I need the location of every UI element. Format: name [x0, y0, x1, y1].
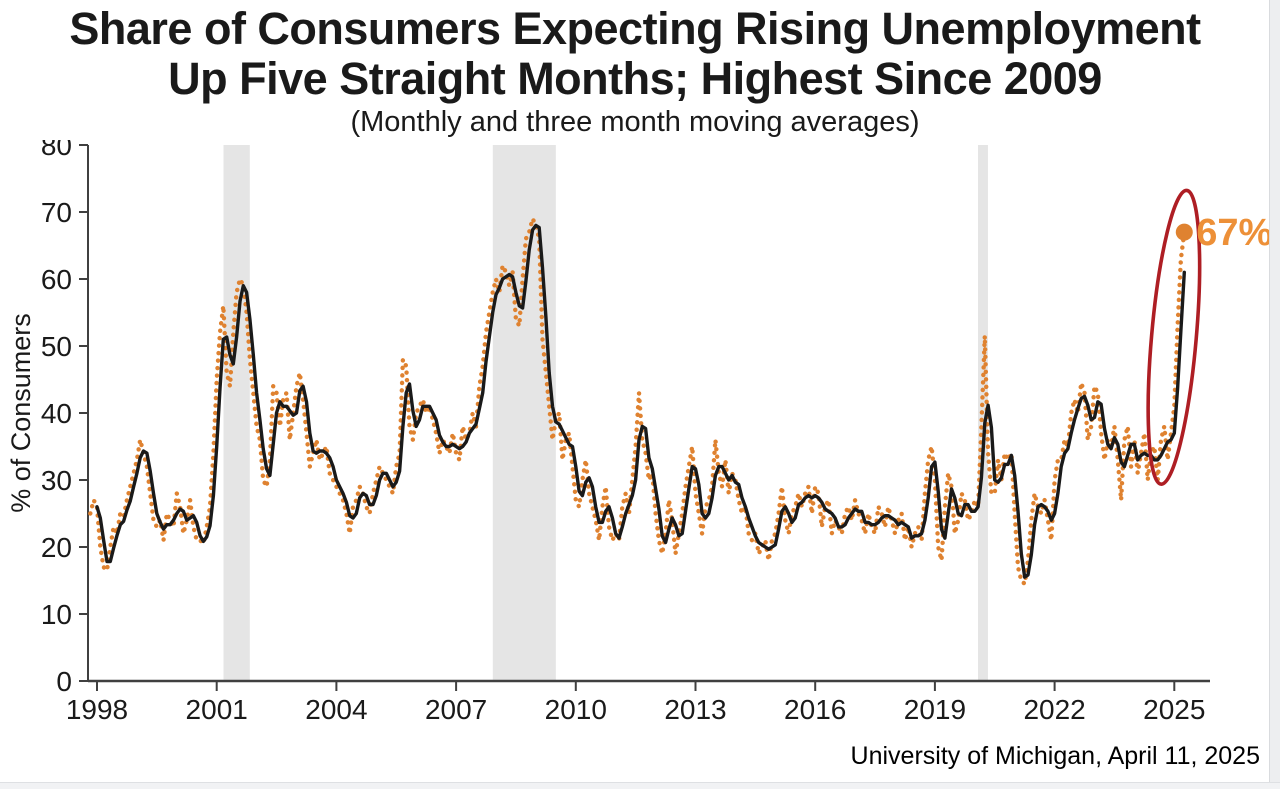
- x-tick-label: 2025: [1143, 694, 1205, 725]
- x-tick-label: 2004: [305, 694, 367, 725]
- chart-subtitle: (Monthly and three month moving averages…: [350, 105, 920, 138]
- vertical-scrollbar-gutter[interactable]: [1269, 0, 1280, 789]
- page-title-line1: Share of Consumers Expecting Rising Unem…: [69, 3, 1201, 54]
- latest-value-dot: [1175, 223, 1193, 241]
- y-tick-label: 50: [41, 331, 72, 362]
- y-tick-label: 10: [41, 599, 72, 630]
- moving-average-line: [95, 223, 1186, 579]
- chart-header: Share of Consumers Expecting Rising Unem…: [0, 4, 1270, 139]
- y-tick-label: 40: [41, 398, 72, 429]
- recession-band: [223, 145, 250, 681]
- y-tick-label: 80: [41, 140, 72, 161]
- page-title-line2: Up Five Straight Months; Highest Since 2…: [168, 52, 1102, 104]
- recession-band: [492, 145, 556, 681]
- series-layer: [88, 216, 1187, 587]
- x-tick-label: 2007: [425, 694, 487, 725]
- y-axis-title: % of Consumers: [6, 313, 36, 513]
- highlight-ellipse: [1146, 188, 1202, 486]
- y-tick-label: 70: [41, 197, 72, 228]
- axes-layer: 0 10 20 30 40 50 60 70 80 1998 2001 2004 2007 2010 201…: [41, 140, 1210, 725]
- y-tick-label: 20: [41, 532, 72, 563]
- x-tick-label: 2013: [664, 694, 726, 725]
- y-tick-label: 0: [56, 666, 72, 697]
- x-tick-label: 2016: [784, 694, 846, 725]
- source-credit: University of Michigan, April 11, 2025: [850, 742, 1260, 770]
- latest-value-label: 67%: [1196, 212, 1272, 254]
- y-tick-label: 30: [41, 465, 72, 496]
- unemployment-expectations-chart: 0 10 20 30 40 50 60 70 80 1998 2001 2004 2007 2010 201…: [6, 140, 1272, 725]
- x-tick-label: 2019: [904, 694, 966, 725]
- horizontal-scrollbar-gutter[interactable]: [0, 782, 1280, 789]
- x-tick-label: 2010: [545, 694, 607, 725]
- x-tick-label: 2001: [186, 694, 248, 725]
- x-tick-label: 1998: [66, 694, 128, 725]
- recession-bands-layer: [223, 145, 988, 681]
- y-tick-label: 60: [41, 264, 72, 295]
- x-tick-label: 2022: [1023, 694, 1085, 725]
